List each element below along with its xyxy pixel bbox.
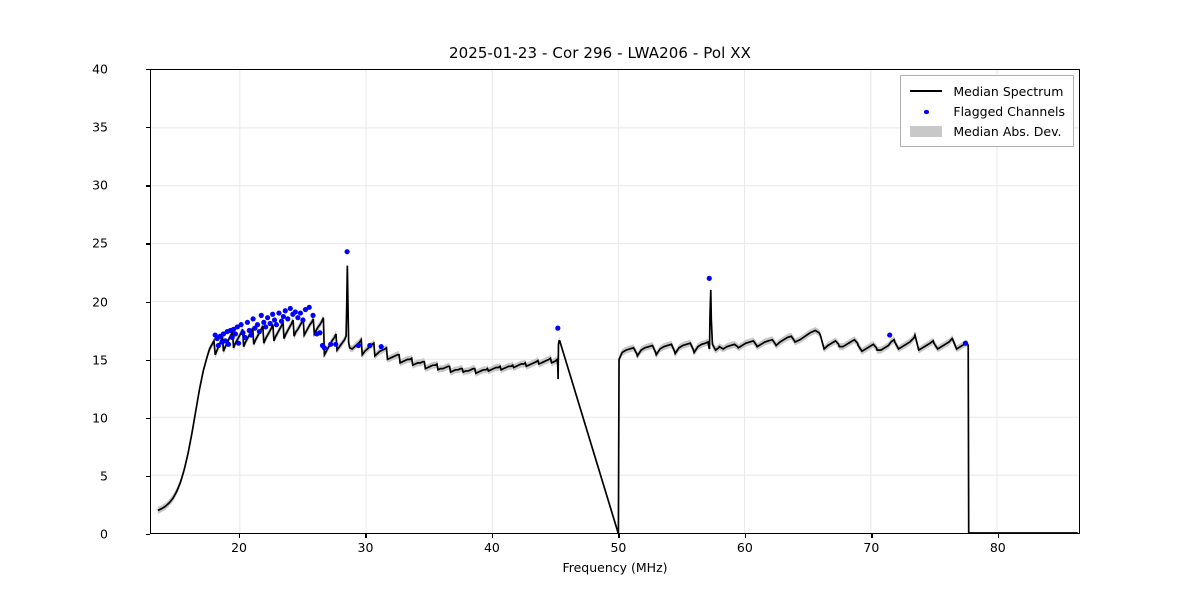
y-tick-label: 15 (92, 352, 108, 368)
grid-lines (151, 70, 1079, 533)
y-tick-mark (146, 417, 150, 420)
legend-band-swatch (910, 126, 943, 137)
x-tick-label: 30 (357, 540, 374, 555)
legend-item-label: Median Abs. Dev. (953, 123, 1062, 139)
x-tick-mark (744, 534, 747, 538)
x-tick-label: 60 (736, 540, 753, 555)
x-tick-mark (871, 534, 873, 538)
y-tick-mark (146, 127, 150, 129)
y-tick-mark (146, 185, 150, 187)
x-tick-mark (997, 534, 1000, 538)
legend-dot-swatch (924, 110, 929, 115)
y-tick-mark (146, 69, 150, 71)
y-tick-label: 0 (100, 526, 108, 542)
x-tick-mark (239, 534, 241, 538)
legend-item[interactable]: Flagged Channels (907, 101, 1065, 121)
legend-item-label: Median Spectrum (953, 83, 1064, 99)
legend-swatch (907, 82, 945, 100)
y-tick-mark (146, 301, 150, 303)
y-tick-label: 10 (92, 410, 108, 426)
page-title: 2025-01-23 - Cor 296 - LWA206 - Pol XX (448, 44, 752, 62)
legend-item[interactable]: Median Spectrum (907, 81, 1065, 101)
y-tick-mark (146, 359, 150, 361)
spectrum-data (157, 249, 1078, 533)
legend[interactable]: Median Spectrum Flagged Channels Median … (900, 75, 1074, 147)
y-tick-label: 40 (92, 61, 108, 77)
x-tick-label: 20 (231, 540, 247, 555)
x-axis-label: Frequency (MHz) (562, 560, 668, 575)
legend-swatch (907, 122, 945, 140)
x-tick-label: 80 (989, 540, 1006, 555)
x-tick-mark (491, 534, 494, 538)
legend-line-swatch (910, 90, 943, 93)
y-axis-label: Power (CPU) (0, 0, 20, 465)
x-tick-mark (618, 534, 620, 538)
y-tick-label: 30 (92, 177, 108, 193)
y-tick-mark (146, 475, 150, 478)
y-tick-label: 25 (92, 235, 108, 251)
legend-item-label: Flagged Channels (953, 103, 1065, 119)
y-tick-label: 20 (92, 294, 108, 309)
plot-area: Median Spectrum Flagged Channels Median … (150, 69, 1080, 534)
legend-swatch (907, 102, 945, 120)
y-tick-mark (146, 243, 150, 245)
x-tick-label: 50 (610, 540, 627, 555)
y-tick-label: 5 (100, 468, 108, 484)
legend-item[interactable]: Median Abs. Dev. (907, 121, 1065, 141)
y-tick-mark (146, 534, 150, 536)
x-tick-mark (365, 534, 367, 538)
y-tick-label: 35 (92, 119, 108, 135)
x-tick-label: 40 (483, 540, 500, 555)
x-tick-label: 70 (863, 540, 880, 555)
